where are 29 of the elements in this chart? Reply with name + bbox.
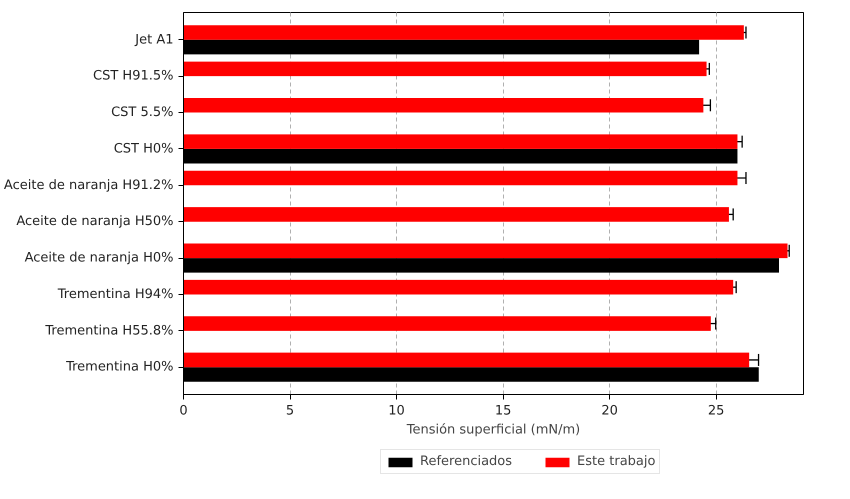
y-tick-label: Trementina H94% (56, 286, 174, 302)
x-tick-label: 25 (708, 404, 724, 418)
bar (184, 280, 734, 294)
bar (184, 244, 788, 258)
bar (184, 170, 738, 186)
y-tick-label: Aceite de naranja H91.2% (4, 178, 174, 193)
bar (184, 207, 729, 222)
bar (184, 25, 744, 40)
x-tick-label: 5 (286, 404, 294, 418)
y-tick-label: CST H91.5% (93, 68, 174, 84)
bar (184, 98, 704, 113)
x-tick-label: 15 (494, 404, 512, 418)
bar (184, 316, 711, 331)
y-tick-label: CST H0% (114, 141, 174, 156)
legend-label: Este trabajo (577, 454, 656, 469)
bar (184, 134, 738, 149)
y-tick-label: Aceite de naranja H0% (24, 250, 174, 266)
bar (184, 62, 707, 76)
x-tick-label: 0 (179, 404, 188, 418)
y-tick-label: CST 5.5% (111, 105, 174, 120)
bar (184, 352, 750, 368)
y-tick-label: Jet A1 (134, 32, 174, 48)
legend-label: Referenciados (420, 454, 512, 469)
x-tick-label: 20 (601, 404, 618, 418)
x-axis-title: Tensión superficial (mN/m) (406, 422, 580, 438)
y-tick-label: Trementina H55.8% (44, 323, 174, 338)
y-tick-label: Aceite de naranja H50% (16, 214, 174, 230)
x-tick-label: 10 (388, 404, 405, 418)
y-tick-label: Trementina H0% (65, 360, 174, 375)
